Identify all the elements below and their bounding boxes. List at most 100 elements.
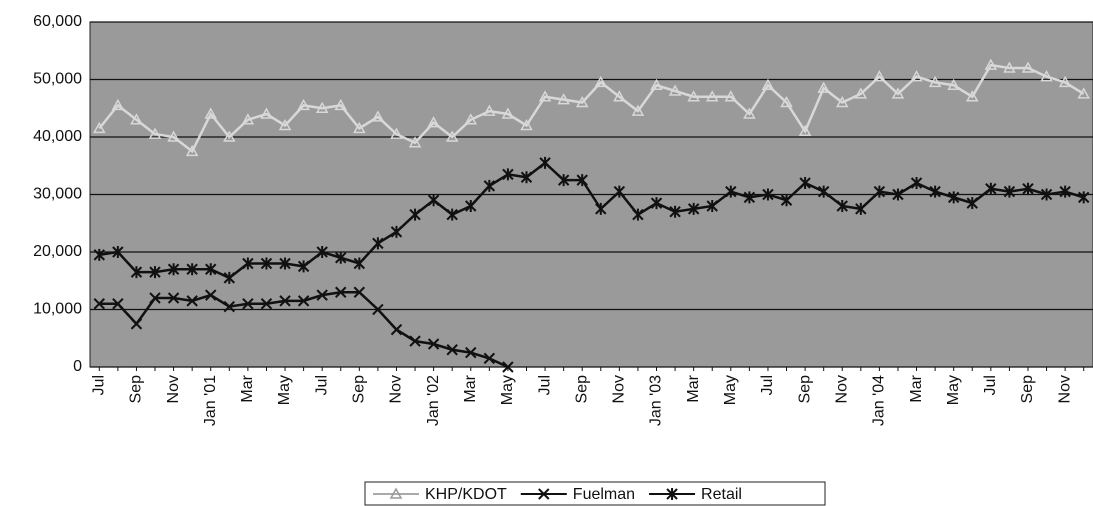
data-point	[724, 90, 738, 102]
data-point	[706, 200, 718, 212]
data-point	[112, 298, 124, 310]
data-point	[613, 90, 626, 102]
marker-shape	[1058, 75, 1072, 88]
x-tick-label: Mar	[462, 374, 479, 402]
data-point	[409, 335, 421, 347]
legend-marker	[666, 488, 678, 500]
data-point	[817, 81, 830, 93]
data-point	[371, 110, 385, 122]
marker-shape	[910, 70, 923, 82]
data-point	[427, 338, 440, 350]
marker-shape	[501, 107, 515, 119]
marker-shape	[260, 107, 273, 119]
legend-marker	[389, 487, 403, 499]
y-tick-label: 20,000	[33, 243, 82, 260]
data-point	[167, 263, 180, 276]
data-point	[465, 200, 477, 212]
marker-stroke	[483, 352, 496, 365]
x-tick-label: Mar	[685, 374, 702, 402]
data-point	[668, 84, 682, 96]
marker-shape	[185, 144, 199, 157]
marker-stroke	[186, 295, 198, 307]
marker-shape	[761, 78, 775, 90]
marker-shape	[835, 95, 849, 108]
x-tick-label: Sep	[128, 375, 145, 404]
marker-shape	[241, 113, 255, 125]
data-point	[836, 200, 848, 212]
data-point	[891, 87, 905, 99]
y-tick-label: 50,000	[33, 71, 82, 88]
data-point	[799, 177, 811, 189]
marker-shape	[334, 98, 348, 111]
marker-shape	[353, 121, 366, 134]
marker-shape	[371, 110, 385, 122]
marker-shape	[297, 98, 310, 111]
marker-stroke	[446, 344, 458, 356]
marker-stroke	[205, 289, 217, 301]
data-point	[985, 182, 997, 195]
data-point	[316, 246, 328, 258]
data-point	[316, 289, 328, 301]
data-point	[1003, 185, 1016, 198]
x-tick-label: Jul	[536, 375, 553, 395]
data-point	[761, 78, 775, 90]
data-point	[464, 113, 478, 125]
x-tick-label: Jul	[759, 375, 776, 395]
data-point	[149, 292, 161, 304]
marker-stroke	[242, 298, 254, 310]
data-point	[353, 257, 366, 270]
data-point	[205, 263, 217, 276]
x-tick-label: May	[276, 375, 293, 405]
y-tick-label: 10,000	[33, 301, 82, 318]
marker-shape	[111, 98, 125, 111]
marker-shape	[427, 116, 440, 128]
data-point	[743, 191, 756, 204]
data-point	[631, 104, 645, 116]
data-point	[854, 87, 868, 99]
data-point	[928, 75, 942, 88]
marker-stroke	[297, 295, 310, 307]
x-tick-label: Jul	[313, 375, 330, 395]
data-point	[687, 90, 700, 102]
data-point	[427, 116, 440, 128]
data-point	[650, 78, 663, 90]
data-point	[873, 70, 886, 82]
marker-shape	[965, 90, 979, 102]
marker-shape	[687, 90, 700, 102]
marker-shape	[1021, 61, 1035, 73]
data-point	[149, 266, 161, 279]
data-point	[148, 127, 162, 139]
data-point	[186, 263, 198, 276]
data-point	[93, 248, 105, 261]
marker-shape	[148, 127, 162, 139]
marker-shape	[928, 75, 942, 88]
marker-shape	[223, 130, 236, 142]
data-point	[743, 107, 756, 119]
marker-stroke	[353, 286, 366, 298]
data-point	[260, 107, 273, 119]
marker-shape	[594, 75, 608, 88]
marker-stroke	[390, 323, 403, 336]
x-tick-label: May	[945, 375, 962, 405]
data-point	[445, 130, 459, 142]
data-point	[408, 136, 422, 148]
data-point	[185, 144, 199, 157]
data-point	[762, 188, 774, 201]
data-point	[501, 107, 515, 119]
data-point	[502, 168, 514, 181]
data-point	[483, 104, 496, 116]
data-point	[186, 295, 198, 307]
data-point	[557, 174, 570, 187]
x-tick-label: Mar	[239, 374, 256, 402]
data-point	[130, 266, 143, 279]
marker-stroke	[409, 335, 421, 347]
marker-stroke	[502, 361, 514, 373]
data-point	[705, 90, 719, 102]
data-point	[892, 188, 904, 201]
data-point	[483, 179, 496, 192]
marker-shape	[464, 113, 478, 125]
marker-stroke	[465, 346, 477, 359]
data-point	[798, 124, 812, 136]
data-point	[223, 271, 236, 284]
data-point	[669, 205, 681, 218]
